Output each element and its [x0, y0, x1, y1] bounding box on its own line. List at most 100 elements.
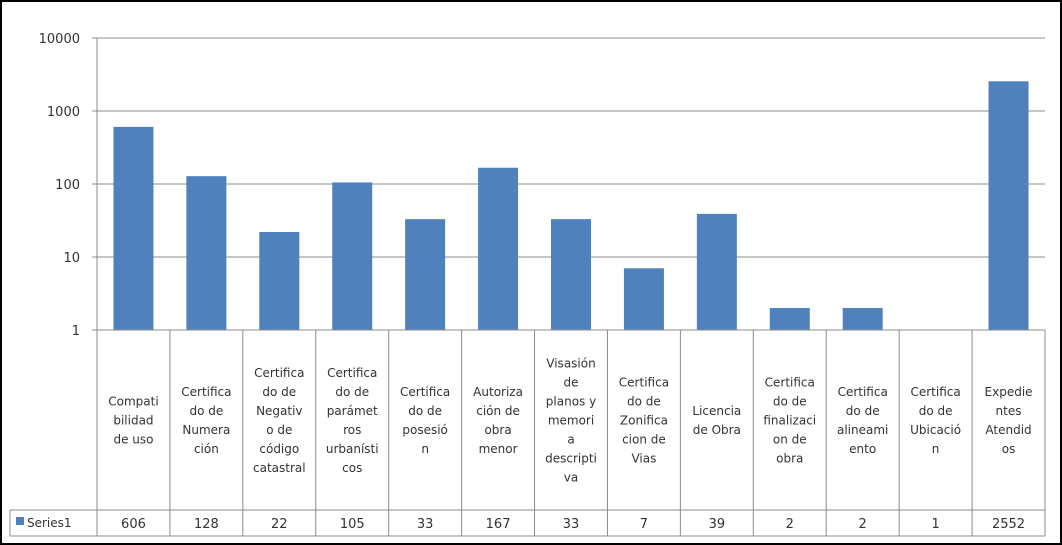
data-table-value: 2 — [786, 517, 794, 532]
x-category-label-line: ntes — [996, 404, 1022, 418]
x-category-label: Certifica do de finalizaci on de obra — [763, 376, 816, 466]
x-category-label-line: Certifica — [327, 366, 377, 380]
y-tick-label: 1 — [72, 324, 80, 339]
x-category-label-line: va — [564, 471, 578, 485]
x-category-label-line: Negativ — [256, 404, 302, 418]
legend-swatch — [16, 517, 24, 525]
x-category-label-line: Certifica — [838, 385, 888, 399]
x-category-label-line: urbanísti — [326, 442, 379, 456]
bar — [478, 167, 519, 330]
x-category-label-line: finalizaci — [763, 414, 816, 428]
x-category-label: Certifica do de Ubicació n — [910, 385, 961, 456]
x-category-label: Compati bilidad de uso — [108, 395, 158, 447]
x-category-label-line: Numera — [182, 423, 230, 437]
bar — [551, 219, 591, 330]
x-category-label-line: catastral — [253, 461, 306, 475]
x-category-label-line: Certifica — [619, 376, 669, 390]
x-category-label-line: do de — [408, 404, 442, 418]
bar — [113, 126, 154, 330]
x-category-label: Certifica do de alineami ento — [837, 385, 888, 456]
x-category-label-line: do de — [627, 395, 661, 409]
x-category-label-line: alineami — [837, 423, 888, 437]
data-table-value: 39 — [709, 517, 726, 532]
x-category-label-line: Zonifica — [620, 414, 668, 428]
x-category-label-line: do de — [919, 404, 953, 418]
x-category-label-line: Visasión — [546, 357, 595, 371]
x-category-label-line: do de — [262, 385, 296, 399]
bar — [696, 213, 737, 330]
x-category-label: Expedie ntes Atendid os — [985, 385, 1033, 456]
x-category-label-line: parámet — [327, 404, 378, 418]
y-tick-label: 1000 — [47, 105, 80, 120]
x-category-label: Certifica do de Zonifica cion de Vias — [619, 376, 669, 466]
data-table-value: 1 — [931, 517, 939, 532]
x-category-label-line: ento — [849, 442, 876, 456]
x-category-label-line: de uso — [113, 433, 153, 447]
x-category-label-line: a — [567, 433, 574, 447]
bar — [623, 268, 664, 330]
x-category-label: Licencia de Obra — [692, 404, 741, 437]
x-category-label-line: ción — [194, 442, 219, 456]
x-category-label-line: on de — [773, 433, 807, 447]
data-table: Compati bilidad de uso Certifica do de Numera… — [9, 329, 1046, 537]
x-category-label-line: de Obra — [693, 423, 741, 437]
data-table-value: 33 — [563, 517, 580, 532]
x-category-label-line: Licencia — [692, 404, 741, 418]
x-category-label-line: Certifica — [181, 385, 231, 399]
x-category-label-line: Certifica — [910, 385, 960, 399]
x-category-label-line: os — [1002, 442, 1016, 456]
x-category-label-line: ción de — [476, 404, 520, 418]
data-table-value: 2 — [859, 517, 867, 532]
x-category-label: Visasión de planos y memori a descripti va — [545, 357, 597, 485]
x-category-label-line: do de — [846, 404, 880, 418]
x-category-label-line: Certifica — [254, 366, 304, 380]
data-table-value: 128 — [194, 517, 219, 532]
y-tick-label: 10 — [63, 251, 80, 266]
y-tick-label: 100 — [55, 178, 80, 193]
legend-series-name: Series1 — [27, 516, 72, 530]
x-category-label: Certifica do de parámet ros urbanísti cos — [326, 366, 379, 475]
x-category-label-line: ros — [343, 423, 361, 437]
x-category-label-line: Ubicació — [910, 423, 961, 437]
x-category-label-line: posesió — [402, 423, 448, 437]
x-category-label-line: obra — [484, 423, 511, 437]
x-category-label-line: Expedie — [985, 385, 1033, 399]
x-category-label: Autoriza ción de obra menor — [473, 385, 523, 456]
x-category-label-line: o de — [266, 423, 292, 437]
x-category-label-line: Vias — [631, 452, 656, 466]
data-table-value: 7 — [640, 517, 648, 532]
bars — [113, 81, 1029, 330]
data-table-value: 33 — [417, 517, 434, 532]
x-category-label-line: Certifica — [400, 385, 450, 399]
x-category-label-line: cos — [342, 461, 362, 475]
x-category-label-line: menor — [479, 442, 518, 456]
bar — [332, 182, 373, 330]
bar — [259, 232, 300, 330]
bar — [842, 308, 883, 330]
data-table-value: 606 — [121, 517, 146, 532]
x-category-label-line: cion de — [622, 433, 666, 447]
bar — [186, 176, 227, 330]
x-category-label: Certifica do de Negativ o de código catastral — [253, 366, 306, 475]
bar — [405, 219, 446, 330]
x-category-label-line: bilidad — [113, 414, 153, 428]
x-category-label-line: Atendid — [985, 423, 1031, 437]
x-category-label: Certifica do de posesió n — [400, 385, 450, 456]
bar — [769, 308, 810, 330]
x-category-label-line: Certifica — [765, 376, 815, 390]
x-category-label-line: do de — [773, 395, 807, 409]
x-category-label-line: obra — [776, 452, 803, 466]
x-category-label-line: Compati — [108, 395, 158, 409]
data-table-value: 22 — [271, 517, 288, 532]
x-category-label-line: memori — [548, 414, 594, 428]
x-category-label-line: planos y — [546, 395, 596, 409]
x-category-label-line: do de — [335, 385, 369, 399]
data-table-value: 167 — [486, 517, 511, 532]
x-category-label-line: código — [259, 442, 299, 456]
y-axis: 1 10 100 1000 10000 — [39, 32, 98, 339]
data-table-value: 105 — [340, 517, 365, 532]
bar — [988, 81, 1029, 330]
x-category-label-line: n — [932, 442, 940, 456]
